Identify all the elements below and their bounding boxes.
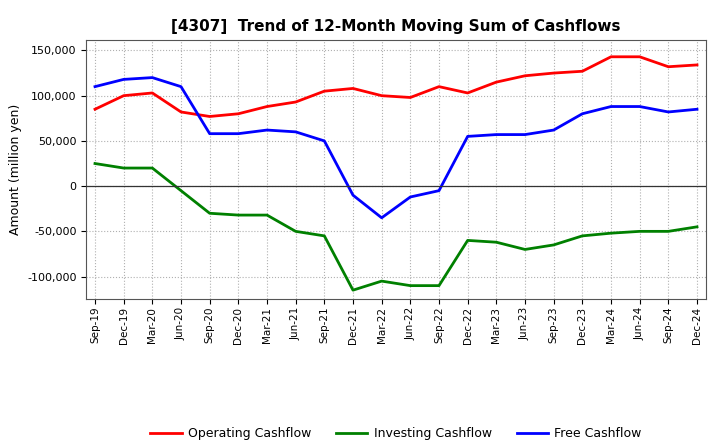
Operating Cashflow (607, 54, 616, 59)
Operating Cashflow (693, 62, 701, 68)
Free Cashflow (377, 215, 386, 220)
Free Cashflow (664, 109, 672, 114)
Operating Cashflow (234, 111, 243, 117)
Investing Cashflow (549, 242, 558, 248)
Legend: Operating Cashflow, Investing Cashflow, Free Cashflow: Operating Cashflow, Investing Cashflow, … (145, 422, 647, 440)
Investing Cashflow (348, 287, 357, 293)
Free Cashflow (492, 132, 500, 137)
Operating Cashflow (492, 80, 500, 85)
Investing Cashflow (635, 229, 644, 234)
Operating Cashflow (664, 64, 672, 70)
Investing Cashflow (91, 161, 99, 166)
Operating Cashflow (205, 114, 214, 119)
Investing Cashflow (435, 283, 444, 288)
Free Cashflow (205, 131, 214, 136)
Y-axis label: Amount (million yen): Amount (million yen) (9, 104, 22, 235)
Operating Cashflow (578, 69, 587, 74)
Investing Cashflow (521, 247, 529, 252)
Investing Cashflow (492, 239, 500, 245)
Free Cashflow (578, 111, 587, 117)
Investing Cashflow (664, 229, 672, 234)
Free Cashflow (176, 84, 185, 89)
Free Cashflow (693, 106, 701, 112)
Free Cashflow (320, 138, 328, 143)
Free Cashflow (521, 132, 529, 137)
Investing Cashflow (120, 165, 128, 171)
Line: Operating Cashflow: Operating Cashflow (95, 57, 697, 117)
Investing Cashflow (234, 213, 243, 218)
Operating Cashflow (635, 54, 644, 59)
Free Cashflow (234, 131, 243, 136)
Free Cashflow (120, 77, 128, 82)
Investing Cashflow (292, 229, 300, 234)
Free Cashflow (635, 104, 644, 109)
Free Cashflow (464, 134, 472, 139)
Operating Cashflow (435, 84, 444, 89)
Investing Cashflow (464, 238, 472, 243)
Free Cashflow (292, 129, 300, 135)
Operating Cashflow (464, 90, 472, 95)
Operating Cashflow (377, 93, 386, 98)
Operating Cashflow (406, 95, 415, 100)
Operating Cashflow (292, 99, 300, 105)
Operating Cashflow (521, 73, 529, 78)
Free Cashflow (549, 128, 558, 133)
Free Cashflow (607, 104, 616, 109)
Line: Free Cashflow: Free Cashflow (95, 77, 697, 218)
Investing Cashflow (205, 211, 214, 216)
Operating Cashflow (91, 106, 99, 112)
Title: [4307]  Trend of 12-Month Moving Sum of Cashflows: [4307] Trend of 12-Month Moving Sum of C… (171, 19, 621, 34)
Operating Cashflow (176, 109, 185, 114)
Investing Cashflow (320, 233, 328, 238)
Investing Cashflow (406, 283, 415, 288)
Investing Cashflow (148, 165, 157, 171)
Free Cashflow (91, 84, 99, 89)
Free Cashflow (435, 188, 444, 193)
Line: Investing Cashflow: Investing Cashflow (95, 164, 697, 290)
Investing Cashflow (377, 279, 386, 284)
Investing Cashflow (263, 213, 271, 218)
Operating Cashflow (263, 104, 271, 109)
Free Cashflow (263, 128, 271, 133)
Operating Cashflow (320, 88, 328, 94)
Investing Cashflow (578, 233, 587, 238)
Free Cashflow (348, 193, 357, 198)
Free Cashflow (406, 194, 415, 200)
Operating Cashflow (348, 86, 357, 91)
Investing Cashflow (693, 224, 701, 230)
Investing Cashflow (176, 188, 185, 193)
Operating Cashflow (120, 93, 128, 98)
Free Cashflow (148, 75, 157, 80)
Investing Cashflow (607, 231, 616, 236)
Operating Cashflow (148, 90, 157, 95)
Operating Cashflow (549, 70, 558, 76)
